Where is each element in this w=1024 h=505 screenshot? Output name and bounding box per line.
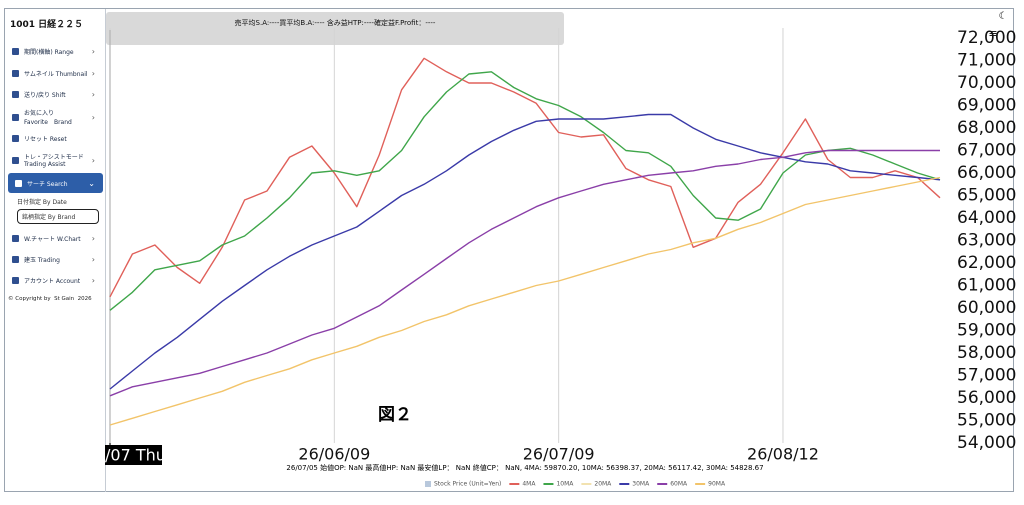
theme-icon[interactable]: ☾ [999,11,1008,22]
y-tick-label: 55,000 [957,411,1016,431]
y-tick-label: 65,000 [957,186,1016,206]
legend-swatch [425,481,431,487]
ma-line [109,149,940,397]
y-tick-label: 69,000 [957,96,1016,116]
y-tick-label: 60,000 [957,298,1016,318]
menu-label: Favorite Brand [24,119,72,126]
ma-line [109,71,941,311]
y-tick-label: 70,000 [957,73,1016,93]
sidebar: 1001 日経２２５ 期間(横軸) Range › サムネイル Thumbnail… [5,9,106,492]
ma-line [109,176,941,426]
copyright-text: © Copyright by [8,296,51,302]
brand: 1001 日経２２５ [10,20,84,30]
menu-label: トレ・アシストモード [24,154,84,161]
menu-label: サーチ Search [27,180,68,188]
menu-label: アカウント Account [24,277,81,285]
legend-label: 60MA [670,481,688,488]
menu-item[interactable]: 期間(横軸) Range › [5,41,103,61]
legend-label: 30MA [632,481,650,488]
ma-line [109,113,941,390]
copyright: © Copyright by St Gain 2026 [8,296,92,302]
menu-label: 建玉 Trading [24,256,60,264]
menu-label: 送り/戻り Shift [24,91,66,99]
legend-label: 10MA [556,481,574,488]
x-tick-label: 26/07/09 [523,445,595,464]
submenu-item[interactable]: 日付指定 By Date [17,199,67,206]
submenu-item[interactable]: 銘柄指定 By Brand [17,209,99,224]
menu-item[interactable]: 送り/戻り Shift › [5,84,103,104]
y-tick-label: 66,000 [957,163,1016,183]
menu-label: Trading Assist [24,161,66,168]
menu-icon[interactable]: ≡ [988,27,997,40]
y-tick-label: 56,000 [957,388,1016,408]
y-tick-label: 64,000 [957,208,1016,228]
x-tick-label: 26/06/09 [298,445,370,464]
menu-label: リセット Reset [24,135,67,143]
menu-label: お気に入り [24,110,55,117]
x-label-bg [105,445,162,465]
y-tick-label: 63,000 [957,231,1016,251]
y-tick-label: 67,000 [957,141,1016,161]
company: St Gain [54,296,75,302]
menu-label: 期間(横軸) Range [24,48,74,56]
menu-item-active[interactable]: サーチ Search ⌄ [8,173,103,193]
menu-item[interactable]: 建玉 Trading › [5,249,103,269]
info-line: 26/07/05 始値OP: NaN 最高値HP: NaN 最安値LP： NaN… [286,463,763,472]
y-tick-label: 57,000 [957,366,1016,386]
ma-line [109,57,941,298]
year: 2026 [77,296,92,302]
x-tick-label: 26/08/12 [747,445,819,464]
y-tick-label: 71,000 [957,51,1016,71]
window-frame [4,8,1014,492]
menu-item[interactable]: W.チャート W.Chart › [5,228,103,248]
menu-item[interactable]: アカウント Account › [5,270,103,290]
y-tick-label: 59,000 [957,321,1016,341]
menu-label: サムネイル Thumbnail [24,70,88,78]
legend-label: 4MA [522,481,536,488]
x-tick-label: /07 Thu [105,446,166,465]
y-tick-label: 68,000 [957,118,1016,138]
menu-item[interactable]: サムネイル Thumbnail › [5,63,103,83]
legend-label: 20MA [594,481,612,488]
menu-item[interactable]: トレ・アシストモード Trading Assist › [5,149,103,171]
y-tick-label: 54,000 [957,433,1016,453]
y-tick-label: 62,000 [957,253,1016,273]
y-tick-label: 61,000 [957,276,1016,296]
summary-bar: 売平均S.A:----買平均B.A:---- 含み益HTP:----確定益F.P… [106,12,564,45]
menu-item[interactable]: お気に入り Favorite Brand › [5,106,103,128]
y-tick-label: 72,000 [957,28,1016,48]
legend-label: 90MA [708,481,726,488]
menu-label: W.チャート W.Chart [24,235,81,243]
y-tick-label: 58,000 [957,343,1016,363]
legend-label: Stock Price (Unit=Yen) [434,481,501,488]
annotation: 図２ [378,405,412,425]
menu-item[interactable]: リセット Reset [5,128,103,148]
